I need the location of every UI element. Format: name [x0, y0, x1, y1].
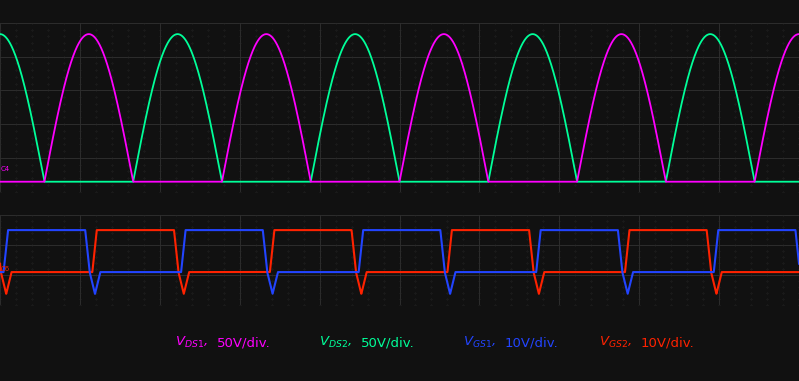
Text: 50V/div.: 50V/div.: [217, 336, 271, 349]
Text: $\mathit{V}_{GS2}$,: $\mathit{V}_{GS2}$,: [598, 335, 632, 351]
Text: $\mathit{V}_{DS2}$,: $\mathit{V}_{DS2}$,: [319, 335, 352, 351]
Text: C6: C6: [1, 266, 10, 272]
Text: C4: C4: [1, 166, 10, 172]
Text: $\mathit{V}_{GS1}$,: $\mathit{V}_{GS1}$,: [463, 335, 496, 351]
Text: 10V/div.: 10V/div.: [640, 336, 694, 349]
Text: 10V/div.: 10V/div.: [504, 336, 559, 349]
Text: 50V/div.: 50V/div.: [360, 336, 415, 349]
Text: $\mathit{V}_{DS1}$,: $\mathit{V}_{DS1}$,: [175, 335, 209, 351]
